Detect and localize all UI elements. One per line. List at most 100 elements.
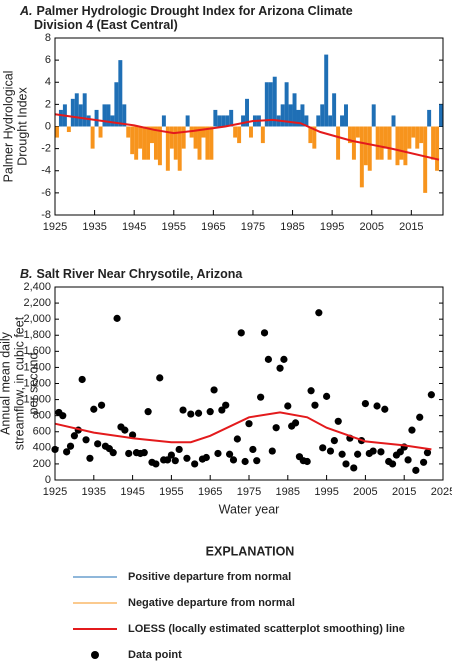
data-point bbox=[280, 355, 288, 363]
data-point bbox=[206, 408, 214, 416]
bar bbox=[340, 115, 345, 127]
bar bbox=[74, 93, 79, 127]
bar bbox=[288, 104, 293, 127]
bar bbox=[316, 115, 321, 127]
bar bbox=[86, 115, 91, 127]
x-tick-label: 1995 bbox=[320, 221, 344, 233]
bar bbox=[118, 60, 123, 127]
data-point bbox=[361, 400, 369, 408]
bar bbox=[431, 126, 436, 160]
title-line: Salt River Near Chrysotile, Arizona bbox=[37, 267, 244, 281]
data-point bbox=[194, 409, 203, 417]
y-tick-label: 0 bbox=[45, 474, 51, 486]
bar bbox=[249, 126, 253, 138]
bar bbox=[185, 115, 190, 127]
data-point bbox=[257, 393, 265, 401]
data-point bbox=[377, 448, 385, 456]
bar bbox=[55, 126, 59, 138]
bar bbox=[106, 104, 111, 127]
legend-label: Data point bbox=[128, 649, 182, 661]
y-tick-label: 0 bbox=[45, 120, 51, 132]
x-tick-label: 2005 bbox=[359, 221, 383, 233]
bar bbox=[272, 76, 277, 127]
loess-line bbox=[54, 411, 432, 451]
bar bbox=[157, 126, 162, 166]
data-point bbox=[97, 401, 106, 409]
bar bbox=[245, 98, 249, 127]
data-point bbox=[191, 460, 199, 468]
data-point bbox=[144, 408, 152, 416]
y-tick-label: 400 bbox=[33, 442, 51, 454]
data-point bbox=[420, 458, 428, 466]
bar bbox=[371, 104, 376, 127]
data-point bbox=[268, 447, 276, 455]
x-tick-label: 1955 bbox=[162, 221, 186, 233]
data-point bbox=[276, 364, 284, 372]
bar bbox=[102, 104, 107, 127]
data-point bbox=[210, 386, 218, 394]
bar bbox=[98, 126, 103, 138]
data-point bbox=[245, 420, 253, 428]
x-axis-label: Water year bbox=[219, 502, 280, 516]
bar bbox=[367, 126, 372, 171]
y-tick-label: 2,400 bbox=[23, 281, 51, 293]
data-point bbox=[63, 448, 71, 456]
data-point bbox=[253, 457, 261, 465]
bar bbox=[142, 126, 147, 160]
legend-marker bbox=[91, 651, 99, 659]
bar bbox=[233, 126, 238, 138]
bar bbox=[173, 126, 178, 160]
data-point bbox=[381, 405, 389, 413]
bar bbox=[260, 126, 265, 144]
plot-frame bbox=[54, 286, 444, 481]
data-point bbox=[167, 451, 175, 459]
y-axis-label: Annual mean daily bbox=[0, 331, 12, 435]
data-point bbox=[66, 442, 75, 450]
data-point bbox=[342, 460, 350, 468]
bar bbox=[296, 109, 301, 127]
bar bbox=[122, 104, 127, 127]
bar bbox=[324, 54, 329, 127]
data-point bbox=[427, 391, 435, 399]
bar bbox=[126, 126, 131, 138]
y-tick-label: -2 bbox=[41, 143, 51, 155]
y-tick-label: 1,200 bbox=[23, 377, 51, 389]
x-tick-label: 1935 bbox=[82, 221, 106, 233]
y-tick-label: 2,200 bbox=[23, 297, 51, 309]
bar bbox=[90, 126, 95, 149]
x-tick-label: 1925 bbox=[43, 486, 67, 498]
bar bbox=[150, 126, 154, 144]
y-tick-label: -6 bbox=[41, 187, 51, 199]
bar bbox=[209, 126, 214, 160]
title-line: Division 4 (East Central) bbox=[34, 18, 178, 32]
x-tick-label: 2015 bbox=[392, 486, 416, 498]
data-point bbox=[179, 406, 187, 414]
y-axis-label: Drought Index bbox=[15, 86, 29, 165]
data-point bbox=[140, 449, 148, 457]
y-tick-label: 2 bbox=[45, 98, 51, 110]
data-point bbox=[214, 449, 222, 458]
bar bbox=[165, 126, 170, 171]
x-tick-label: 1965 bbox=[201, 221, 225, 233]
bar bbox=[82, 93, 87, 127]
y-tick-label: 8 bbox=[45, 32, 51, 44]
data-point bbox=[163, 456, 172, 464]
data-point bbox=[183, 454, 191, 462]
bar bbox=[403, 126, 408, 166]
x-tick-label: 2025 bbox=[431, 486, 452, 498]
y-axis-label: streamflow, in cubic feet bbox=[12, 316, 26, 450]
bar bbox=[134, 126, 139, 160]
bar bbox=[375, 126, 380, 160]
data-point bbox=[94, 440, 102, 448]
bar bbox=[391, 115, 396, 127]
data-point bbox=[229, 456, 238, 464]
bar bbox=[336, 126, 341, 160]
x-tick-label: 1975 bbox=[241, 221, 265, 233]
data-point bbox=[330, 436, 338, 445]
data-point bbox=[222, 401, 230, 409]
data-point bbox=[156, 374, 164, 382]
bar bbox=[387, 126, 392, 160]
data-point bbox=[260, 329, 269, 337]
data-point bbox=[408, 426, 416, 434]
